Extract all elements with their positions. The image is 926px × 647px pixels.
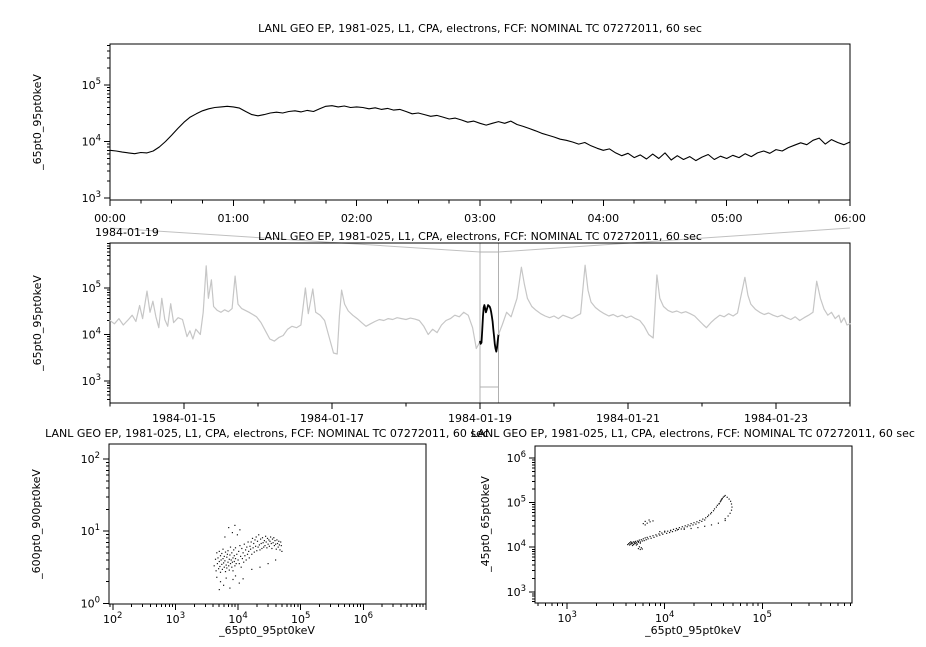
panel2-context-timeseries[interactable]: 1984-01-15 1984-01-17 1984-01-19 1984-01-21… xyxy=(82,242,851,425)
panel1-detail-timeseries-series xyxy=(109,105,851,162)
svg-text:06:00: 06:00 xyxy=(834,212,866,225)
tick-labels: 103 104 105 103 104 105 106 xyxy=(507,450,772,625)
tick-labels: 00:00 01:00 02:00 03:00 04:00 05:00 06:00 103 10… xyxy=(82,77,866,225)
svg-text:105: 105 xyxy=(753,610,772,625)
svg-text:03:00: 03:00 xyxy=(464,212,496,225)
svg-text:101: 101 xyxy=(81,523,100,538)
svg-text:1984-01-19: 1984-01-19 xyxy=(448,412,512,425)
svg-text:04:00: 04:00 xyxy=(587,212,619,225)
panel4-title: LANL GEO EP, 1981-025, L1, CPA, electron… xyxy=(471,427,915,440)
svg-text:105: 105 xyxy=(82,280,101,295)
panel1-title: LANL GEO EP, 1981-025, L1, CPA, electron… xyxy=(258,22,702,35)
svg-text:1984-01-17: 1984-01-17 xyxy=(300,412,364,425)
panel1-context-date-label: 1984-01-19 xyxy=(95,226,159,239)
svg-text:02:00: 02:00 xyxy=(341,212,373,225)
zoom-selection-box[interactable] xyxy=(479,243,499,403)
svg-text:105: 105 xyxy=(82,77,101,92)
svg-text:103: 103 xyxy=(557,610,576,625)
svg-text:104: 104 xyxy=(228,611,247,626)
svg-text:1984-01-23: 1984-01-23 xyxy=(744,412,808,425)
panel1-y-axis-label: _65pt0_95pt0keV xyxy=(31,74,44,170)
svg-text:106: 106 xyxy=(354,611,373,626)
svg-text:106: 106 xyxy=(507,450,526,465)
panel3-x-axis-label: _65pt0_95pt0keV xyxy=(219,624,315,637)
panel4-y-axis-label: _45pt0_65pt0keV xyxy=(479,476,492,572)
panel3-scatter[interactable]: 102 103 104 105 106 100 101 102 xyxy=(81,443,427,626)
panel4-scatter-track[interactable]: 103 104 105 103 104 105 106 xyxy=(507,445,853,625)
svg-text:104: 104 xyxy=(655,610,674,625)
svg-text:05:00: 05:00 xyxy=(711,212,743,225)
svg-text:00:00: 00:00 xyxy=(94,212,126,225)
panel2-y-axis-label: _65pt0_95pt0keV xyxy=(31,275,44,371)
svg-text:104: 104 xyxy=(82,134,101,149)
svg-text:102: 102 xyxy=(81,451,100,466)
panel3-title: LANL GEO EP, 1981-025, L1, CPA, electron… xyxy=(45,427,489,440)
panel2-context-timeseries-series xyxy=(109,265,481,355)
svg-text:104: 104 xyxy=(82,327,101,342)
panel4-scatter-track-points xyxy=(627,494,733,551)
tick-labels: 1984-01-15 1984-01-17 1984-01-19 1984-01-21… xyxy=(82,280,808,425)
svg-text:01:00: 01:00 xyxy=(217,212,249,225)
svg-text:103: 103 xyxy=(507,584,526,599)
svg-text:103: 103 xyxy=(82,373,101,388)
panel3-y-axis-label: _600pt0_900pt0keV xyxy=(30,469,43,579)
panel4-x-axis-label: _65pt0_95pt0keV xyxy=(645,624,741,637)
svg-text:103: 103 xyxy=(82,190,101,205)
panel1-detail-timeseries[interactable]: 00:00 01:00 02:00 03:00 04:00 05:00 06:00 103 10… xyxy=(82,43,866,225)
tick-labels: 102 103 104 105 106 100 101 102 xyxy=(81,451,373,626)
svg-text:1984-01-15: 1984-01-15 xyxy=(152,412,216,425)
svg-text:1984-01-21: 1984-01-21 xyxy=(596,412,660,425)
svg-text:104: 104 xyxy=(507,539,526,554)
panel3-scatter-points xyxy=(213,524,283,591)
panel2-context-timeseries-series-highlight xyxy=(479,304,500,353)
svg-text:105: 105 xyxy=(507,495,526,510)
svg-text:103: 103 xyxy=(166,611,185,626)
svg-text:102: 102 xyxy=(103,611,122,626)
svg-text:100: 100 xyxy=(81,595,100,610)
svg-text:105: 105 xyxy=(291,611,310,626)
zoom-connector-overlay[interactable] xyxy=(109,227,851,253)
panel2-title: LANL GEO EP, 1981-025, L1, CPA, electron… xyxy=(258,230,702,243)
panel2-context-timeseries-series xyxy=(497,264,851,339)
